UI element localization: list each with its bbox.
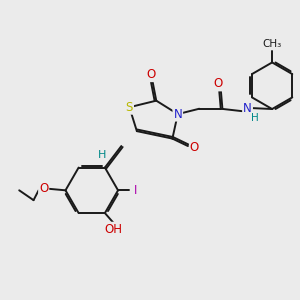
Text: I: I bbox=[134, 184, 138, 197]
Text: H: H bbox=[98, 150, 107, 160]
Text: CH₃: CH₃ bbox=[262, 39, 282, 49]
Text: O: O bbox=[190, 141, 199, 154]
Text: O: O bbox=[213, 77, 222, 90]
Text: S: S bbox=[126, 101, 133, 114]
Text: O: O bbox=[39, 182, 48, 195]
Text: N: N bbox=[173, 108, 182, 121]
Text: OH: OH bbox=[105, 223, 123, 236]
Text: N: N bbox=[243, 102, 252, 115]
Text: H: H bbox=[251, 113, 259, 123]
Text: O: O bbox=[147, 68, 156, 81]
